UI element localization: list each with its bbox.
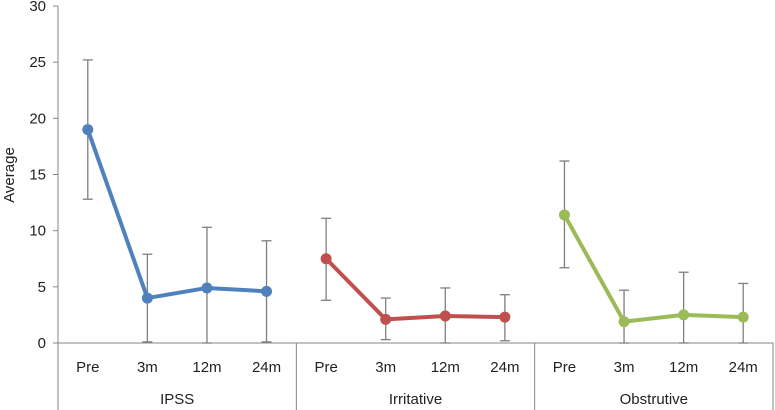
y-tick-label: 20 <box>29 110 46 127</box>
series-line-irritative <box>324 257 505 322</box>
group-label: Irritative <box>389 391 442 408</box>
x-tick-label: 3m <box>137 359 158 376</box>
data-point <box>499 311 511 323</box>
group-label: IPSS <box>160 391 194 408</box>
series-lines <box>85 128 744 324</box>
data-point <box>201 282 213 294</box>
x-tick-label: 24m <box>729 359 758 376</box>
x-tick-label: 12m <box>192 359 221 376</box>
x-tick-label: 3m <box>375 359 396 376</box>
x-tick-label: Pre <box>314 359 337 376</box>
data-point <box>439 310 451 322</box>
y-tick-label: 25 <box>29 54 46 71</box>
series-line-obstrutive <box>562 213 744 324</box>
data-point <box>261 285 273 297</box>
y-tick-label: 0 <box>38 335 46 352</box>
x-axis: Pre 3m 12m 24m IPSS Pre 3m 12m 24m Irritative Pre 3… <box>58 342 774 410</box>
error-bars <box>82 59 749 344</box>
x-tick-label: Pre <box>76 359 99 376</box>
x-tick-label: 12m <box>431 359 460 376</box>
y-tick-label: 30 <box>29 0 46 15</box>
x-tick-label: 24m <box>490 359 519 376</box>
data-point <box>737 311 749 323</box>
series-line-ipss <box>85 128 267 301</box>
group-label: Obstrutive <box>620 391 688 408</box>
y-tick-label: 10 <box>29 223 46 240</box>
x-tick-label: 24m <box>252 359 281 376</box>
data-point <box>141 292 153 304</box>
x-tick-label: 3m <box>614 359 635 376</box>
data-points <box>82 124 749 328</box>
x-tick-label: 12m <box>669 359 698 376</box>
y-axis: 0 5 10 15 20 25 30 <box>29 0 59 410</box>
y-tick-label: 5 <box>38 279 46 296</box>
data-point <box>618 316 630 328</box>
y-axis-label: Average <box>1 147 18 203</box>
data-point <box>380 313 392 325</box>
data-point <box>82 124 94 136</box>
data-point <box>558 209 570 221</box>
y-tick-label: 15 <box>29 167 46 184</box>
data-point <box>678 309 690 321</box>
data-point <box>320 253 332 265</box>
x-tick-label: Pre <box>553 359 576 376</box>
